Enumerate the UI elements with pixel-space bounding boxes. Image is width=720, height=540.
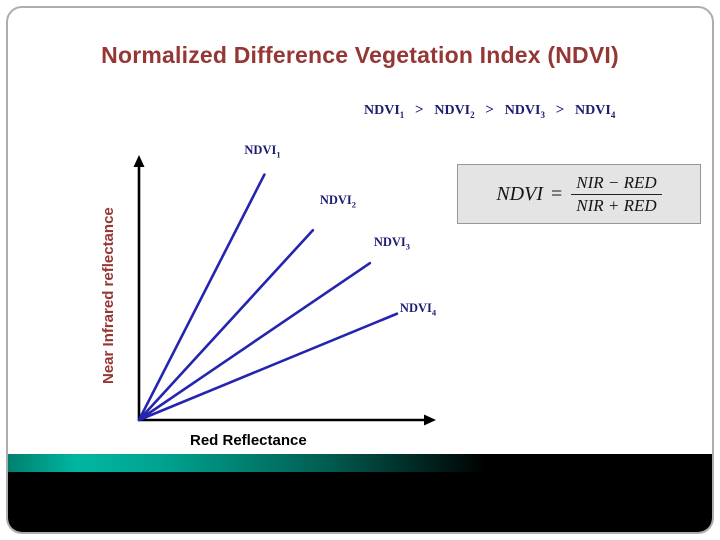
formula-lhs: NDVI bbox=[496, 182, 543, 205]
slide-frame: Normalized Difference Vegetation Index (… bbox=[6, 6, 714, 534]
greater-than-separator: > bbox=[551, 102, 569, 118]
line-label-NDVI1: NDVI1 bbox=[244, 142, 281, 160]
formula-fraction: NIR − RED NIR + RED bbox=[571, 173, 662, 215]
greater-than-separator: > bbox=[481, 102, 498, 118]
line-label-NDVI2: NDVI2 bbox=[319, 193, 357, 210]
chart-canvas bbox=[133, 155, 436, 426]
slide-title: Normalized Difference Vegetation Index (… bbox=[101, 42, 619, 68]
ndvi-line-4 bbox=[137, 312, 399, 422]
ndvi-term-1: NDVI1 bbox=[364, 103, 405, 120]
formula-numerator: NIR − RED bbox=[571, 173, 662, 195]
ndvi-chart: NDVI1 NDVI2 NDVI3 NDVI4 bbox=[122, 137, 462, 447]
footer-black-band bbox=[8, 472, 712, 532]
ndvi-term-4: NDVI4 bbox=[575, 103, 616, 120]
line-label-NDVI4: NDVI4 bbox=[399, 300, 437, 318]
footer-gradient-bar bbox=[8, 454, 712, 472]
ndvi-term-2: NDVI2 bbox=[434, 103, 475, 120]
y-axis-label: Near Infrared reflectance bbox=[100, 207, 117, 385]
formula-denominator: NIR + RED bbox=[576, 195, 657, 215]
x-axis-arrow bbox=[424, 414, 436, 426]
ndvi-term-3: NDVI3 bbox=[504, 103, 545, 120]
y-axis-arrow bbox=[133, 155, 145, 167]
ndvi-line-3 bbox=[137, 261, 372, 422]
line-label-NDVI3: NDVI3 bbox=[373, 235, 411, 252]
formula-equals: = bbox=[550, 182, 563, 205]
ndvi-inequality: NDVI1 > NDVI2 > NDVI3 > NDVI4 bbox=[364, 102, 615, 120]
ndvi-formula: NDVI = NIR − RED NIR + RED bbox=[457, 164, 701, 224]
ndvi-line-2 bbox=[137, 228, 315, 422]
greater-than-separator: > bbox=[411, 102, 428, 118]
ndvi-line-1 bbox=[137, 173, 266, 422]
x-axis-label: Red Reflectance bbox=[190, 432, 307, 449]
